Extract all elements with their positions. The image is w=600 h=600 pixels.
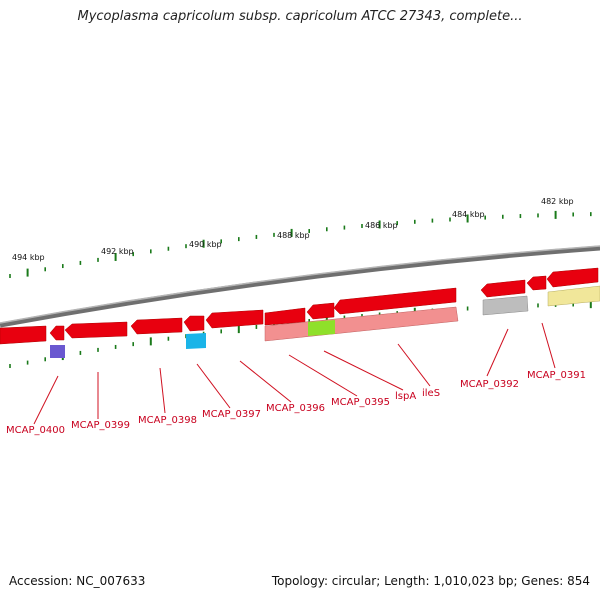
cds-arrow-mcap-0399-small[interactable] xyxy=(49,325,65,341)
cds-arrow-mcap-0391-small[interactable] xyxy=(526,275,547,291)
tick-label-492: 492 kbp xyxy=(101,247,134,256)
tick-label-484: 484 kbp xyxy=(452,210,485,219)
tick-label-482: 482 kbp xyxy=(541,197,574,206)
cds-arrow-mcap-0391[interactable] xyxy=(546,267,599,288)
gene-label-mcap-0398[interactable]: MCAP_0398 xyxy=(138,415,197,426)
gray-feature[interactable] xyxy=(482,295,529,316)
cds-arrow-lspa[interactable] xyxy=(306,302,335,320)
tick-label-488: 488 kbp xyxy=(277,231,310,240)
yellow-feature[interactable] xyxy=(547,285,600,307)
cds-arrow-iles[interactable] xyxy=(333,287,457,315)
cds-arrow-mcap-0400[interactable] xyxy=(0,325,47,345)
cds-arrow-mcap-0396[interactable] xyxy=(205,309,264,329)
map-title: Mycoplasma capricolum subsp. capricolum … xyxy=(77,9,523,24)
label-leader-lines xyxy=(33,322,556,425)
green-feature[interactable] xyxy=(308,320,335,336)
cds-arrow-mcap-0399[interactable] xyxy=(64,321,128,339)
gene-label-mcap-0396[interactable]: MCAP_0396 xyxy=(266,403,325,414)
gene-label-mcap-0391[interactable]: MCAP_0391 xyxy=(527,370,586,381)
genome-summary-text: Topology: circular; Length: 1,010,023 bp… xyxy=(271,574,590,588)
gene-label-mcap-0397[interactable]: MCAP_0397 xyxy=(202,409,261,420)
cds-arrow-mcap-0398[interactable] xyxy=(130,317,183,335)
gene-label-mcap-0395[interactable]: MCAP_0395 xyxy=(331,397,390,408)
genome-backbone xyxy=(0,245,600,328)
cds-arrow-mcap-0392[interactable] xyxy=(480,279,526,298)
gene-label-mcap-0400[interactable]: MCAP_0400 xyxy=(6,425,65,436)
outer-tick-track xyxy=(9,210,592,279)
gene-label-iles[interactable]: ileS xyxy=(422,388,440,399)
genome-backbone-highlight xyxy=(0,245,600,324)
tick-label-490: 490 kbp xyxy=(189,240,222,249)
gene-label-mcap-0392[interactable]: MCAP_0392 xyxy=(460,379,519,390)
cds-arrow-mcap-0397[interactable] xyxy=(183,315,205,332)
cyan-feature[interactable] xyxy=(186,333,206,349)
tick-label-486: 486 kbp xyxy=(365,221,398,230)
purple-feature[interactable] xyxy=(50,345,65,358)
accession-text: Accession: NC_007633 xyxy=(9,574,146,588)
gene-label-mcap-0399[interactable]: MCAP_0399 xyxy=(71,420,130,431)
tick-label-494: 494 kbp xyxy=(12,253,45,262)
gene-label-lspa[interactable]: lspA xyxy=(395,391,416,402)
